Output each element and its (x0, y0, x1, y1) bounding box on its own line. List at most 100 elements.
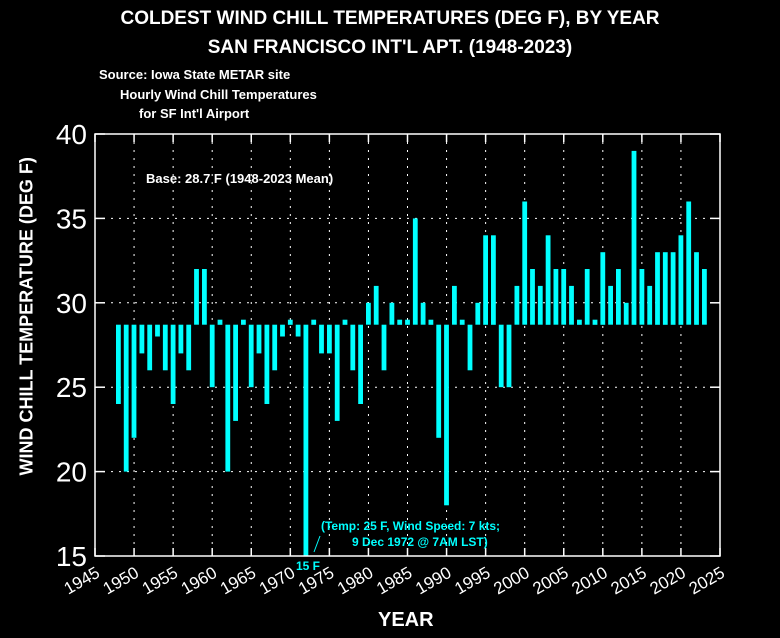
bar-1984 (397, 319, 403, 325)
grid-lines (95, 134, 720, 556)
bar-1949 (123, 324, 129, 472)
bar-1950 (131, 324, 137, 438)
bar-1952 (147, 324, 153, 371)
bar-1961 (217, 319, 223, 325)
bar-1948 (116, 324, 121, 404)
y-tick-label: 25 (56, 372, 87, 403)
y-tick-label: 40 (56, 119, 87, 150)
bar-1962 (225, 324, 231, 472)
bar-1968 (272, 324, 278, 371)
bar-1987 (420, 302, 426, 325)
bar-1955 (170, 324, 176, 404)
bar-1965 (248, 324, 254, 388)
bar-1999 (514, 285, 520, 325)
bar-1988 (428, 319, 434, 325)
bar-1996 (491, 235, 496, 325)
bar-2014 (631, 150, 637, 325)
bar-1998 (506, 324, 512, 388)
bar-1958 (194, 269, 199, 325)
bar-2018 (662, 252, 668, 325)
x-tick-label: 1950 (100, 563, 142, 598)
x-tick-labels: 1945195019551960196519701975198019851990… (61, 563, 728, 598)
bar-1980 (366, 302, 371, 325)
bar-2005 (561, 269, 567, 325)
y-tick-labels: 15 20 25 30 35 40 (56, 119, 87, 572)
bar-1983 (389, 302, 395, 325)
bar-1976 (334, 324, 340, 421)
bar-1982 (381, 324, 387, 371)
bar-1973 (311, 319, 317, 325)
bar-2004 (553, 269, 559, 325)
bar-1989 (436, 324, 442, 438)
bar-2009 (592, 319, 598, 325)
bar-1963 (233, 324, 238, 421)
bar-1990 (444, 324, 449, 506)
source-line-3: for SF Int'l Airport (139, 106, 250, 121)
bar-2003 (545, 235, 551, 325)
bar-2002 (537, 285, 543, 325)
source-line-2: Hourly Wind Chill Temperatures (120, 87, 317, 102)
y-axis-label: WIND CHILL TEMPERATURE (DEG F) (16, 157, 37, 476)
bar-2010 (600, 252, 606, 325)
bar-1954 (162, 324, 168, 371)
bar-1960 (209, 324, 215, 388)
bar-2001 (530, 269, 535, 325)
bar-2016 (647, 285, 653, 325)
bar-1986 (412, 218, 418, 325)
x-tick-label: 1990 (412, 563, 454, 598)
x-tick-label: 2005 (529, 563, 571, 598)
bar-2013 (623, 302, 629, 325)
bar-2021 (686, 201, 692, 325)
bar-2008 (584, 269, 590, 325)
bar-1972 (303, 324, 309, 556)
bar-1957 (186, 324, 192, 371)
y-tick-label: 35 (56, 203, 87, 234)
bar-1956 (178, 324, 184, 354)
bar-2017 (655, 252, 660, 325)
bar-1974 (319, 324, 324, 354)
x-tick-label: 1970 (256, 563, 298, 598)
bar-1975 (327, 324, 332, 354)
bar-1991 (452, 285, 457, 325)
bar-1969 (280, 324, 285, 337)
bar-2023 (702, 269, 707, 325)
bar-1981 (373, 285, 379, 325)
bar-1993 (467, 324, 473, 371)
bar-1966 (256, 324, 262, 354)
chart-title: COLDEST WIND CHILL TEMPERATURES (DEG F),… (120, 8, 660, 29)
x-tick-label: 2000 (490, 563, 532, 598)
bar-2015 (639, 269, 645, 325)
bar-1979 (358, 324, 363, 404)
base-label: Base: 28.7 F (1948-2023 Mean) (146, 171, 334, 186)
y-tick-label: 15 (56, 541, 87, 572)
bar-1978 (350, 324, 356, 371)
bar-2019 (670, 252, 676, 325)
bar-2012 (616, 269, 621, 325)
annotation-pointer (313, 535, 321, 553)
x-tick-label: 1995 (451, 563, 493, 598)
bar-1977 (342, 319, 348, 325)
bar-1959 (202, 269, 207, 325)
bar-1964 (241, 319, 246, 325)
x-tick-label: 1965 (217, 563, 259, 598)
bar-2000 (522, 201, 528, 325)
bar-1967 (264, 324, 270, 404)
x-tick-label: 2010 (569, 563, 611, 598)
chart-subtitle: SAN FRANCISCO INT'L APT. (1948-2023) (207, 37, 573, 58)
x-tick-label: 1980 (334, 563, 376, 598)
bar-2022 (694, 252, 699, 325)
bar-2006 (569, 285, 574, 325)
bar-1985 (405, 319, 410, 325)
bar-1953 (155, 324, 160, 337)
x-tick-label: 2015 (608, 563, 650, 598)
x-tick-label: 1955 (139, 563, 181, 598)
y-tick-label: 30 (56, 288, 87, 319)
y-tick-label: 20 (56, 457, 87, 488)
annotation-line-2: 9 Dec 1972 @ 7AM LST) (352, 535, 488, 549)
bar-1994 (475, 302, 481, 325)
source-line-1: Source: Iowa State METAR site (99, 67, 291, 82)
x-tick-label: 2025 (686, 563, 728, 598)
bar-2007 (577, 319, 582, 325)
bar-1992 (459, 319, 465, 325)
annotation-line-1: (Temp: 25 F, Wind Speed: 7 kts; (321, 519, 501, 533)
